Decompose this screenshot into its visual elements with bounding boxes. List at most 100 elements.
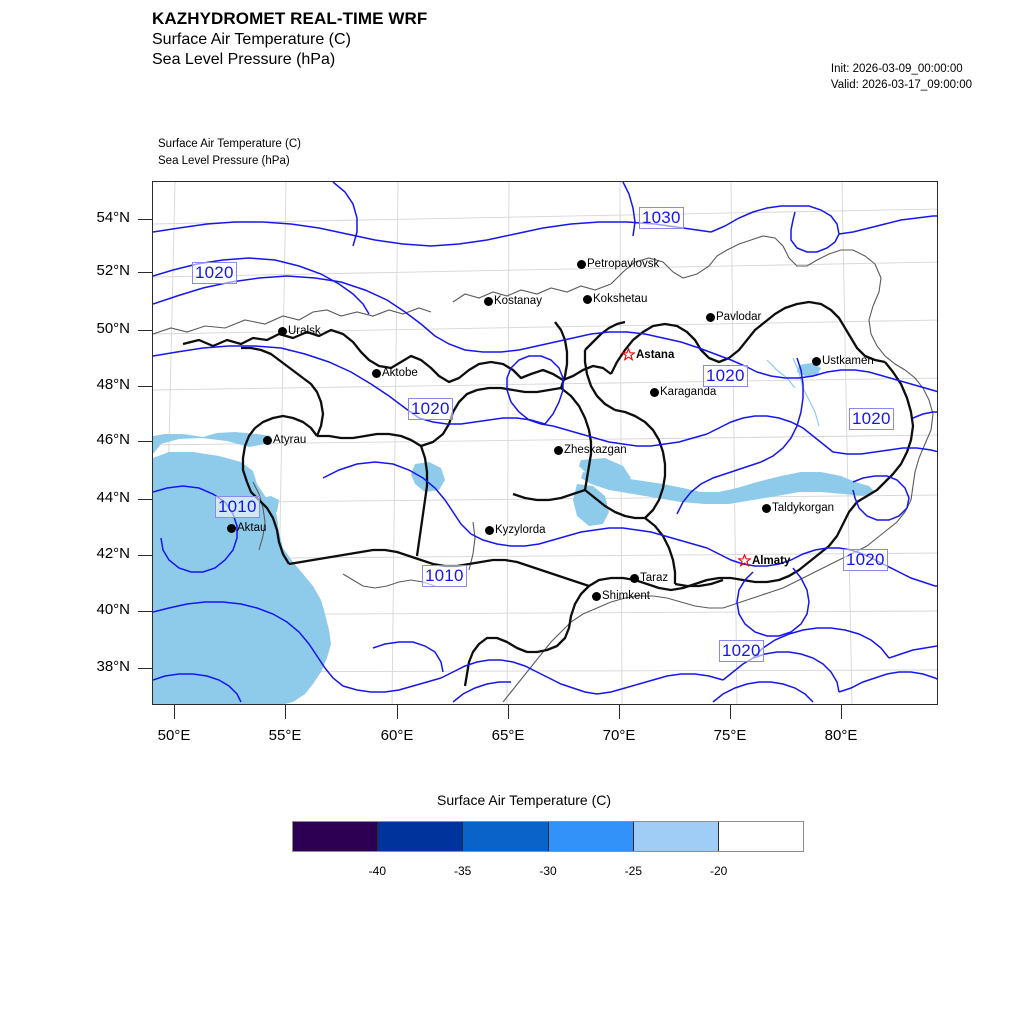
colorbar-segment-5 (718, 822, 804, 851)
lon-tick-label: 70°E (602, 727, 636, 744)
colorbar-tick-label: -30 (539, 864, 557, 878)
lat-tick-label: 46°N (96, 431, 130, 448)
lat-tick-label: 48°N (96, 376, 130, 393)
city-dot-icon (812, 356, 821, 366)
isobar-contours (153, 182, 937, 703)
map-graphics (153, 182, 937, 704)
lon-tick-label: 50°E (157, 727, 191, 744)
city-dot-icon (263, 435, 272, 445)
city-label: Petropavlovsk (587, 258, 660, 270)
city-marker-uralsk[interactable]: Uralsk (278, 325, 321, 337)
city-marker-zheskazgan[interactable]: Zheskazgan (554, 444, 627, 456)
colorbar-block: Surface Air Temperature (C) -40 -35 -30 -25… (0, 792, 1024, 878)
city-marker-kokshetau[interactable]: Kokshetau (583, 293, 647, 305)
header-subtitle-pressure: Sea Level Pressure (hPa) (152, 51, 336, 69)
lat-tick-label: 38°N (96, 658, 130, 675)
colorbar-segment-2 (463, 822, 549, 851)
isobar-label-1010: 1010 (215, 496, 260, 519)
colorbar-segment-3 (548, 822, 634, 851)
lat-tick (138, 219, 152, 220)
city-dot-icon (372, 368, 381, 378)
colorbar-strip[interactable] (292, 821, 804, 852)
city-dot-icon (706, 312, 715, 322)
init-time-label: Init: 2026-03-09_00:00:00 (830, 63, 963, 75)
city-marker-ustkamen[interactable]: Ustkamen (812, 355, 874, 367)
lat-tick-label: 54°N (96, 209, 130, 226)
city-label: Kokshetau (593, 293, 648, 305)
city-dot-icon (762, 503, 771, 513)
isobar-label-1020: 1020 (703, 365, 748, 388)
lat-tick (138, 668, 152, 669)
isobar-label-1030: 1030 (639, 207, 684, 230)
city-marker-kyzylorda[interactable]: Kyzylorda (485, 524, 546, 536)
city-marker-shimkent[interactable]: Shimkent (592, 590, 650, 602)
city-label: Kostanay (494, 295, 542, 307)
city-dot-icon (650, 387, 659, 397)
map-subtitle-pressure: Sea Level Pressure (hPa) (158, 154, 290, 167)
water-bodies (153, 363, 875, 704)
city-label: Almaty (752, 554, 791, 567)
lat-tick (138, 272, 152, 273)
admin-boundaries-minor (153, 235, 934, 703)
lat-tick (138, 330, 152, 331)
colorbar-segment-4 (633, 822, 719, 851)
capital-star-icon (622, 348, 635, 361)
city-dot-icon (554, 445, 563, 455)
colorbar-tick-label: -25 (624, 864, 643, 878)
map-subtitle-temperature: Surface Air Temperature (C) (158, 138, 301, 150)
city-dot-icon (227, 523, 236, 533)
lat-tick (138, 555, 152, 556)
isobar-label-1020: 1020 (849, 408, 894, 431)
city-label: Uralsk (288, 325, 321, 337)
colorbar-segment-1 (378, 822, 464, 851)
city-dot-icon (630, 573, 639, 583)
lat-tick-label: 42°N (96, 545, 130, 562)
valid-time-label: Valid: 2026-03-17_09:00:00 (830, 78, 972, 91)
city-marker-taraz[interactable]: Taraz (630, 572, 668, 584)
city-marker-pavlodar[interactable]: Pavlodar (706, 311, 761, 323)
model-run-info: Init: 2026-03-09_00:00:00 Valid: 2026-03… (831, 62, 972, 93)
lon-tick (619, 705, 620, 719)
isobar-label-1020: 1020 (408, 398, 453, 421)
map-subtitle-block: Surface Air Temperature (C) Sea Level Pr… (158, 136, 301, 169)
colorbar-segment-0 (293, 822, 379, 851)
city-marker-petropavlovsk[interactable]: Petropavlovsk (577, 258, 659, 270)
colorbar-tick-label: -35 (453, 864, 472, 878)
city-label: Zheskazgan (564, 444, 627, 456)
lat-tick (138, 386, 152, 387)
map-plot-area[interactable] (152, 181, 938, 705)
lon-tick-label: 80°E (824, 727, 858, 744)
city-dot-icon (485, 525, 494, 535)
lon-tick (508, 705, 509, 719)
city-marker-kostanay[interactable]: Kostanay (484, 295, 542, 307)
isobar-label-1010: 1010 (422, 565, 467, 588)
city-marker-astana[interactable]: Astana (622, 348, 674, 361)
city-label: Taraz (640, 572, 669, 584)
city-marker-atyrau[interactable]: Atyrau (263, 434, 306, 446)
header-title-block: KAZHYDROMET REAL-TIME WRF Surface Air Te… (152, 8, 427, 71)
city-marker-taldykorgan[interactable]: Taldykorgan (762, 502, 834, 514)
lat-tick-label: 40°N (96, 601, 130, 618)
header-subtitle-temperature: Surface Air Temperature (C) (152, 30, 351, 48)
city-label: Astana (636, 348, 675, 361)
city-dot-icon (592, 591, 601, 601)
lat-tick (138, 441, 152, 442)
lon-tick-label: 75°E (713, 727, 747, 744)
isobar-label-1020: 1020 (719, 640, 764, 663)
isobar-label-1020: 1020 (843, 549, 888, 572)
city-marker-karaganda[interactable]: Karaganda (650, 386, 716, 398)
lat-tick-label: 50°N (96, 320, 130, 337)
city-label: Atyrau (273, 434, 307, 446)
lon-tick-label: 65°E (491, 727, 525, 744)
isobar-label-1020: 1020 (192, 262, 237, 285)
city-label: Kyzylorda (495, 524, 546, 536)
lon-tick (397, 705, 398, 719)
city-marker-almaty[interactable]: Almaty (738, 554, 790, 567)
lat-tick (138, 611, 152, 612)
city-dot-icon (583, 294, 592, 304)
city-marker-aktau[interactable]: Aktau (227, 522, 266, 534)
city-label: Karaganda (660, 386, 717, 398)
colorbar-tick-label: -20 (709, 864, 728, 878)
lon-tick (285, 705, 286, 719)
city-marker-aktobe[interactable]: Aktobe (372, 367, 418, 379)
